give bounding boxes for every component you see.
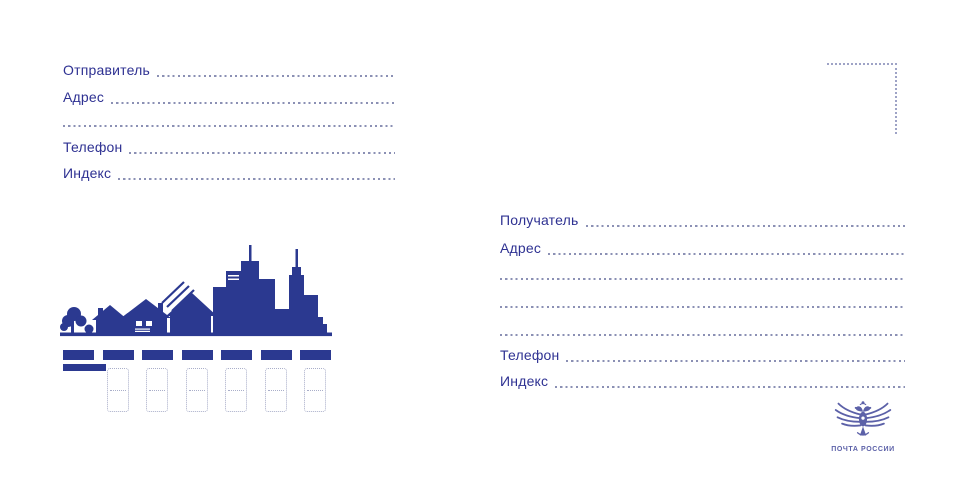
gabled-house-silhouette (161, 281, 217, 333)
recipient-address-extra-line (500, 264, 905, 282)
write-line (548, 253, 905, 255)
sender-index-label: Индекс (63, 165, 112, 181)
small-house-silhouette (92, 305, 128, 333)
write-line (585, 225, 905, 227)
sender-phone-label: Телефон (63, 139, 123, 155)
index-dash (63, 350, 94, 360)
sender-index-field: Индекс (63, 164, 395, 182)
ground-line (60, 332, 332, 337)
write-line (111, 102, 395, 104)
write-line (500, 334, 905, 336)
index-digit-stencil (304, 368, 326, 412)
post-logo-text: ПОЧТА РОССИИ (831, 446, 895, 453)
recipient-phone-field: Телефон (500, 346, 905, 364)
write-line (500, 306, 905, 308)
index-dash-row (63, 350, 331, 360)
sender-phone-field: Телефон (63, 138, 395, 156)
tree-silhouette (60, 307, 94, 334)
index-digit-stencil (146, 368, 168, 412)
index-dash (102, 350, 134, 360)
sender-address-field: Адрес (63, 88, 395, 106)
index-digit-stencil (265, 368, 287, 412)
skyscrapers-silhouette (213, 245, 327, 333)
recipient-address-field: Адрес (500, 239, 905, 257)
index-digit-stencil (186, 368, 208, 412)
recipient-address-extra-line (500, 292, 905, 310)
write-line (156, 75, 395, 77)
index-digit-stencil (225, 368, 247, 412)
sender-name-field: Отправитель (63, 61, 395, 79)
write-line (555, 386, 905, 388)
recipient-address-label: Адрес (500, 240, 542, 256)
sender-address-label: Адрес (63, 89, 105, 105)
index-digit-stencil (107, 368, 129, 412)
sender-name-label: Отправитель (63, 62, 150, 78)
index-dash (260, 350, 292, 360)
house-with-windows-silhouette (121, 299, 171, 333)
russian-post-logo: ПОЧТА РОССИИ (826, 400, 900, 453)
recipient-phone-label: Телефон (500, 347, 560, 363)
city-skyline-icon (60, 245, 332, 337)
write-line (500, 278, 905, 280)
index-dash (221, 350, 252, 360)
recipient-index-field: Индекс (500, 372, 905, 390)
write-line (566, 360, 905, 362)
recipient-name-label: Получатель (500, 212, 579, 228)
write-line (129, 152, 395, 154)
recipient-address-extra-line (500, 320, 905, 338)
index-dash (142, 350, 173, 360)
recipient-name-field: Получатель (500, 211, 905, 229)
write-line (118, 178, 395, 180)
sender-address-extra-line (63, 111, 395, 129)
index-dash (300, 350, 331, 360)
recipient-index-label: Индекс (500, 373, 549, 389)
index-dash (181, 350, 213, 360)
write-line (63, 125, 395, 127)
stamp-placement-corner-icon (827, 63, 897, 134)
index-dash-sub (63, 364, 106, 371)
double-headed-eagle-icon (834, 401, 892, 436)
